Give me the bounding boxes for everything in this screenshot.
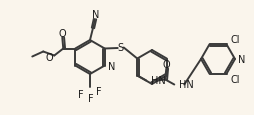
Text: HN: HN — [151, 76, 166, 86]
Text: F: F — [78, 89, 84, 99]
Text: F: F — [88, 93, 94, 103]
Text: HN: HN — [179, 80, 194, 90]
Text: O: O — [58, 29, 66, 39]
Text: N: N — [238, 55, 245, 64]
Text: O: O — [46, 53, 53, 63]
Text: N: N — [92, 10, 100, 20]
Text: Cl: Cl — [230, 74, 240, 84]
Text: S: S — [118, 43, 124, 53]
Text: Cl: Cl — [230, 35, 240, 45]
Text: O: O — [163, 60, 170, 70]
Text: N: N — [108, 62, 115, 72]
Text: F: F — [96, 86, 102, 96]
